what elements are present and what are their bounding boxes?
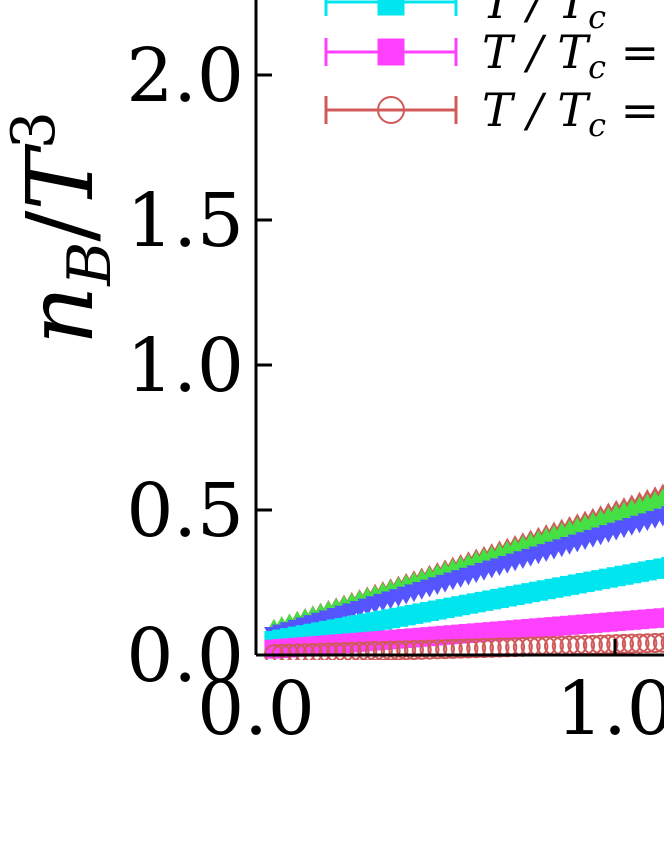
- data-point: [333, 642, 354, 660]
- legend-entry-1: T / Tc = (: [324, 25, 664, 86]
- legend: T / TcT / Tc = (T / Tc = (: [324, 0, 664, 144]
- y-tick-label: 1.5: [126, 178, 244, 264]
- data-point: [629, 633, 650, 654]
- data-point: [372, 640, 393, 660]
- data-point: [473, 637, 494, 658]
- ylabel-var: n: [7, 286, 114, 345]
- data-point: [598, 634, 619, 655]
- legend-marker: [377, 0, 405, 16]
- data-point: [380, 640, 401, 660]
- data-point: [388, 640, 409, 660]
- y-tick-label: 0.5: [126, 468, 244, 554]
- data-point: [349, 641, 370, 660]
- legend-marker: [377, 38, 405, 66]
- data-point: [287, 643, 308, 660]
- ylabel-sub: B: [55, 242, 125, 287]
- legend-label: T / Tc = (: [482, 25, 664, 86]
- data-point: [489, 637, 510, 658]
- data-point: [341, 641, 362, 660]
- data-point: [310, 642, 331, 660]
- data-point: [357, 641, 378, 660]
- data-point: [660, 635, 664, 651]
- legend-marker: [377, 96, 405, 124]
- legend-label: T / Tc: [482, 0, 606, 36]
- y-tick-label: 0.0: [126, 613, 244, 699]
- data-point: [637, 633, 658, 654]
- data-point: [435, 639, 456, 660]
- data-point: [466, 638, 487, 659]
- data-point: [326, 642, 347, 660]
- data-point: [652, 632, 664, 653]
- data-point: [481, 637, 502, 658]
- data-point: [660, 506, 664, 512]
- data-point: [661, 557, 664, 577]
- y-axis-label: nB/T3: [0, 111, 125, 345]
- ylabel-slash: /: [7, 211, 114, 242]
- data-point: [653, 488, 664, 507]
- legend-entry-0: T / Tc: [324, 0, 606, 36]
- legend-entry-2: T / Tc = (: [324, 83, 664, 144]
- axes: [254, 0, 664, 657]
- x-tick-label: 0.0: [197, 666, 315, 752]
- data-point: [396, 640, 417, 660]
- ticks: 0.0 0.5 1.0 1.5 2.0 0.0 1.0: [126, 33, 664, 752]
- data-point: [621, 633, 642, 654]
- data-point: [458, 638, 479, 659]
- plot-area: [263, 483, 664, 660]
- data-point: [427, 639, 448, 660]
- data-point: [645, 633, 664, 653]
- ylabel-sup: 3: [0, 111, 69, 149]
- x-tick-label: 1.0: [556, 666, 664, 752]
- y-tick-label: 1.0: [126, 323, 244, 409]
- data-point: [419, 639, 440, 660]
- data-point: [318, 642, 339, 660]
- ylabel-denom: T: [7, 144, 114, 211]
- data-point: [365, 641, 386, 660]
- data-point: [450, 638, 471, 659]
- data-point: [442, 638, 463, 659]
- data-point: [661, 607, 664, 627]
- data-point: [295, 643, 316, 660]
- data-point: [660, 497, 664, 504]
- data-point: [403, 640, 424, 660]
- data-point: [302, 642, 323, 660]
- legend-label: T / Tc = (: [482, 83, 664, 144]
- y-tick-label: 2.0: [126, 33, 244, 119]
- data-point: [411, 639, 432, 660]
